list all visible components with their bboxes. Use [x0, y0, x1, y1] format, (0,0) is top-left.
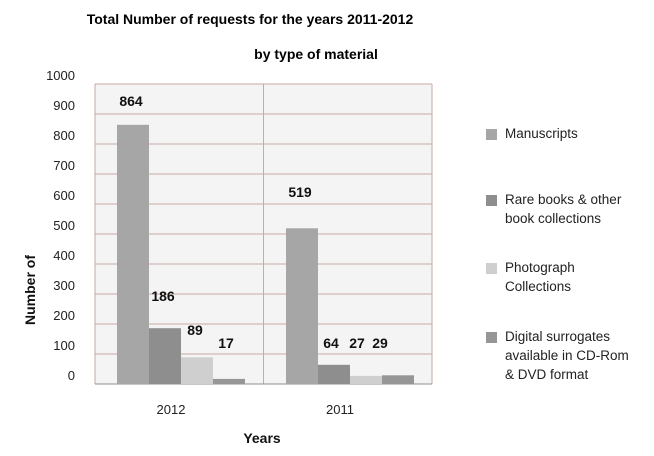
legend-swatch: [486, 195, 497, 206]
y-tick-label: 200: [53, 308, 75, 323]
bar: [213, 378, 245, 384]
data-label: 89: [187, 322, 203, 338]
chart-title: Total Number of requests for the years 2…: [87, 11, 414, 27]
data-label: 864: [119, 93, 143, 109]
chart-subtitle: by type of material: [254, 46, 378, 62]
bar: [181, 357, 213, 384]
legend-label: & DVD format: [505, 367, 589, 382]
y-tick-label: 100: [53, 338, 75, 353]
y-tick-label: 700: [53, 158, 75, 173]
bar: [149, 328, 181, 384]
y-tick-label: 500: [53, 218, 75, 233]
data-label: 186: [151, 288, 175, 304]
y-tick-label: 300: [53, 278, 75, 293]
y-tick-label: 900: [53, 98, 75, 113]
y-axis-title: Number of: [22, 255, 38, 325]
data-label: 17: [218, 335, 234, 351]
legend: Manuscripts Rare books & other book collec…: [486, 126, 629, 382]
data-label: 29: [372, 335, 388, 351]
legend-label: available in CD-Rom: [505, 348, 629, 363]
legend-label: Collections: [505, 279, 571, 294]
y-tick-label: 400: [53, 248, 75, 263]
y-tick-label: 600: [53, 188, 75, 203]
x-tick-label: 2012: [157, 402, 186, 417]
data-label: 27: [349, 335, 365, 351]
legend-label: book collections: [505, 211, 601, 226]
x-axis-title: Years: [243, 430, 281, 446]
y-tick-label: 0: [68, 368, 75, 383]
bar: [286, 228, 318, 384]
bar: [350, 375, 382, 384]
data-label: 519: [288, 184, 312, 200]
x-tick-label: 2011: [326, 402, 354, 417]
bar: [318, 364, 350, 384]
legend-swatch: [486, 263, 497, 274]
legend-swatch: [486, 332, 497, 343]
bar: [117, 124, 149, 385]
y-tick-label: 1000: [46, 68, 75, 83]
y-tick-label: 800: [53, 128, 75, 143]
legend-swatch: [486, 129, 497, 140]
legend-label: Photograph: [505, 260, 575, 275]
legend-label: Digital surrogates: [505, 329, 610, 344]
data-label: 64: [323, 335, 339, 351]
legend-label: Manuscripts: [505, 126, 578, 141]
bar: [382, 375, 414, 384]
legend-label: Rare books & other: [505, 192, 622, 207]
